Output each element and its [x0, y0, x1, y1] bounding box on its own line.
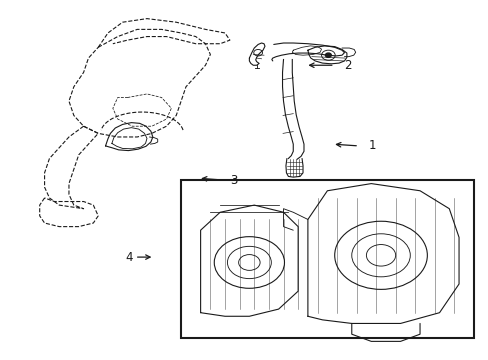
Circle shape	[325, 53, 330, 57]
Text: 4: 4	[125, 251, 132, 264]
Text: 1: 1	[368, 139, 376, 152]
Bar	[181, 180, 473, 338]
Text: 3: 3	[229, 174, 237, 186]
Text: 2: 2	[344, 59, 351, 72]
